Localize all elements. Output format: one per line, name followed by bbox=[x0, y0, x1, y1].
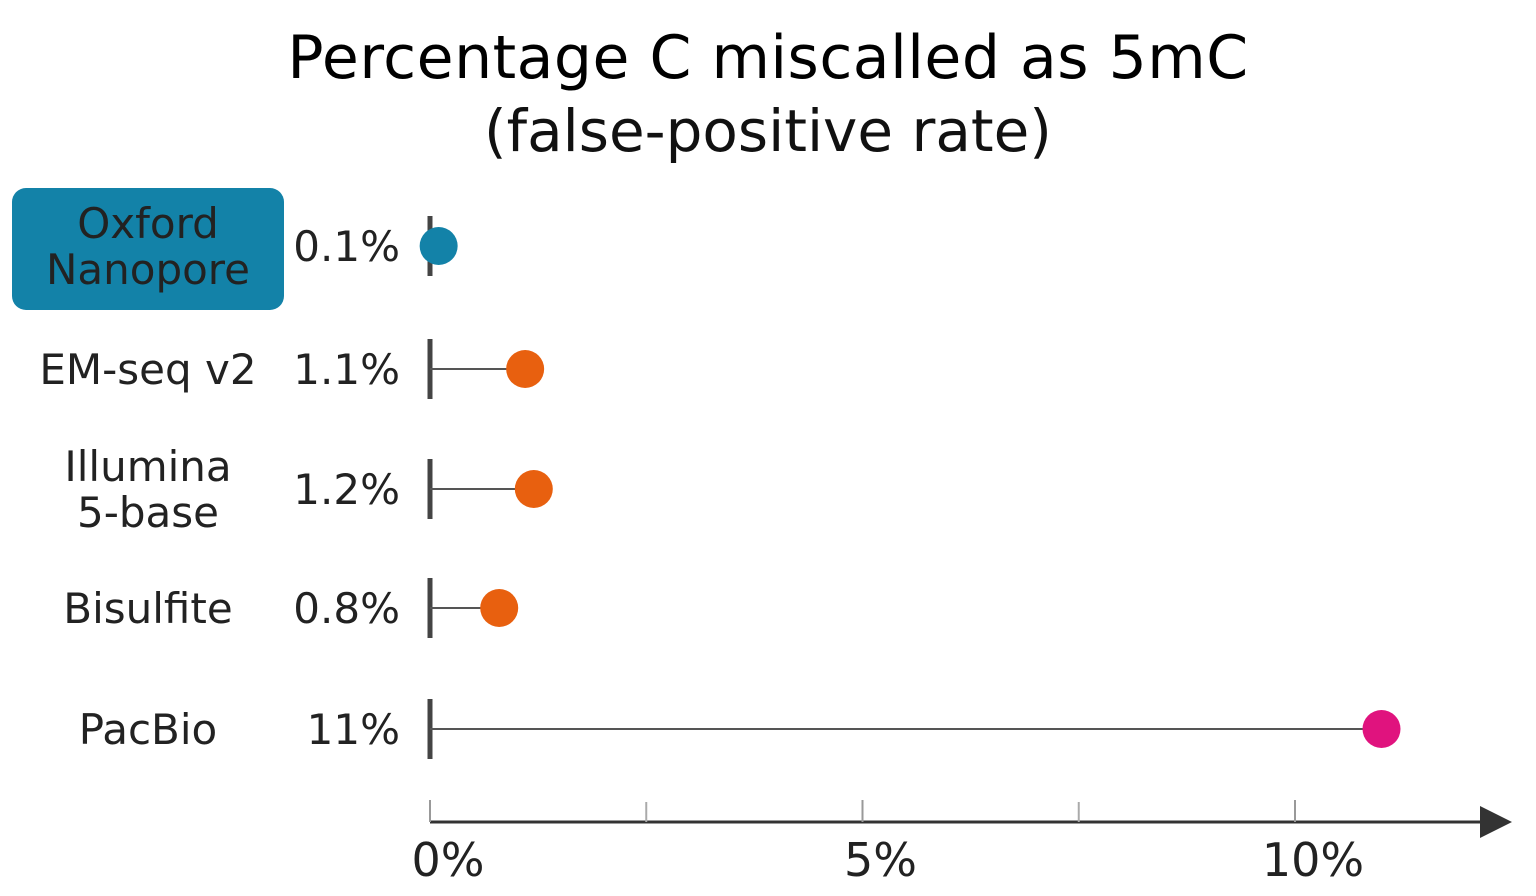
data-point bbox=[419, 227, 458, 265]
category-label: EM-seq v2 bbox=[39, 345, 256, 394]
value-label: 0.8% bbox=[293, 584, 400, 633]
x-tick-label: 10% bbox=[1262, 833, 1364, 887]
category-label: Oxford Nanopore bbox=[46, 199, 250, 294]
value-label: 0.1% bbox=[293, 222, 400, 271]
data-point bbox=[1362, 710, 1401, 748]
chart-subtitle: (false-positive rate) bbox=[484, 97, 1052, 165]
value-label: 11% bbox=[307, 705, 400, 754]
category-label: Illumina 5-base bbox=[64, 442, 231, 537]
data-point bbox=[514, 470, 553, 508]
data-row: EM-seq v2 1.1% bbox=[39, 339, 545, 399]
category-label: PacBio bbox=[79, 705, 217, 754]
data-row: Oxford Nanopore 0.1% bbox=[12, 188, 458, 310]
data-row: PacBio 11% bbox=[79, 699, 1401, 759]
category-label: Bisulfite bbox=[63, 584, 232, 633]
data-row: Illumina 5-base 1.2% bbox=[64, 442, 553, 537]
x-tick-label: 5% bbox=[844, 833, 917, 887]
data-point bbox=[480, 589, 519, 627]
chart-title: Percentage C miscalled as 5mC bbox=[287, 23, 1249, 93]
value-label: 1.2% bbox=[293, 465, 400, 514]
x-axis: 0% 5% 10% bbox=[412, 800, 1512, 887]
plot-rows: Oxford Nanopore 0.1% EM-seq v2 1.1% Illumina 5… bbox=[12, 188, 1401, 759]
x-axis-arrowhead bbox=[1480, 806, 1512, 838]
data-row: Bisulfite 0.8% bbox=[63, 578, 519, 638]
category-highlight-badge bbox=[12, 188, 284, 310]
data-point bbox=[506, 350, 545, 388]
x-tick-label: 0% bbox=[412, 833, 485, 887]
value-label: 1.1% bbox=[293, 345, 400, 394]
